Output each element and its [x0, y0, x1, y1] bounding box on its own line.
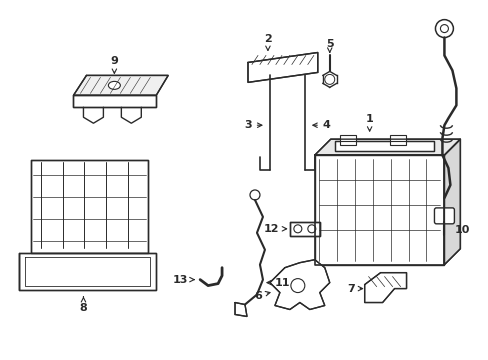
Text: 8: 8: [80, 297, 87, 312]
Text: 9: 9: [110, 57, 118, 73]
Text: 12: 12: [264, 224, 286, 234]
Text: 1: 1: [365, 114, 373, 131]
Polygon shape: [235, 302, 246, 316]
Polygon shape: [19, 253, 156, 289]
Text: 7: 7: [346, 284, 362, 293]
Polygon shape: [269, 260, 329, 310]
Text: 2: 2: [264, 33, 271, 50]
Polygon shape: [73, 95, 156, 107]
Ellipse shape: [108, 81, 120, 89]
Polygon shape: [289, 222, 319, 236]
Text: 3: 3: [244, 120, 262, 130]
Text: 6: 6: [253, 291, 269, 301]
Polygon shape: [314, 139, 459, 155]
Polygon shape: [364, 273, 406, 302]
Polygon shape: [334, 141, 433, 151]
Text: 10: 10: [454, 225, 469, 235]
Polygon shape: [31, 160, 148, 253]
Text: 5: 5: [325, 39, 333, 52]
Polygon shape: [444, 139, 459, 265]
Text: 11: 11: [266, 278, 290, 288]
Text: 13: 13: [172, 275, 194, 285]
Bar: [389, 135, 405, 145]
Bar: [339, 135, 355, 145]
Polygon shape: [73, 75, 168, 95]
Polygon shape: [314, 155, 444, 265]
Circle shape: [324, 75, 334, 84]
Polygon shape: [247, 53, 317, 82]
Text: 4: 4: [312, 120, 330, 130]
FancyBboxPatch shape: [433, 208, 453, 224]
